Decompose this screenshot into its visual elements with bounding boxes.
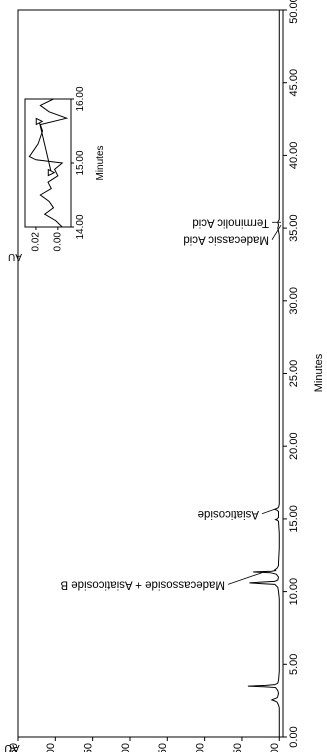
y-tick-label: 3.00 xyxy=(45,743,57,752)
inset-y-tick-label: 0.02 xyxy=(31,232,42,252)
x-tick-label: 15.00 xyxy=(288,505,300,533)
chromatogram-series xyxy=(247,10,280,737)
y-tick-label: 0.50 xyxy=(232,743,244,752)
inset-x-tick-label: 15.00 xyxy=(75,150,86,175)
x-tick-label: 45.00 xyxy=(288,69,300,97)
x-tick-label: 35.00 xyxy=(288,214,300,242)
y-tick-label: 2.50 xyxy=(83,743,95,752)
inset-frame xyxy=(24,98,72,228)
inset-x-tick-label: 16.00 xyxy=(75,86,86,111)
annotation-leader xyxy=(227,572,263,585)
y-tick-label: 0.00 xyxy=(269,743,281,752)
y-tick-label: 3.50 xyxy=(8,743,20,752)
x-tick-label: 5.00 xyxy=(288,654,300,675)
x-tick-label: 25.00 xyxy=(288,360,300,388)
inset-baseline-marker xyxy=(47,168,56,177)
inset-baseline xyxy=(38,121,52,173)
peak-annotations: Madecassoside + Asiaticoside B Asiaticosi… xyxy=(60,216,282,590)
inset-baseline-marker xyxy=(35,117,44,126)
peak-label: Asiaticoside xyxy=(198,508,259,520)
peak-label: Madecassoside + Asiaticoside B xyxy=(60,578,225,590)
inset-x-tick-label: 14.00 xyxy=(75,214,86,239)
main-plot: 0.00 5.00 10.00 15.00 20.00 25.00 30.00 35.00 40… xyxy=(4,0,325,752)
peak-label: Madecassic Acid xyxy=(183,234,269,246)
y-tick-label: 2.00 xyxy=(120,743,132,752)
inset-x-axis-ticks: 14.00 15.00 16.00 xyxy=(71,86,86,240)
inset-plot: 14.00 15.00 16.00 0.00 0.02 Minutes AU xyxy=(8,86,106,262)
y-axis-ticks: 0.00 0.50 1.00 1.50 2.00 2.50 3.00 3.50 xyxy=(8,737,281,752)
x-tick-label: 0.00 xyxy=(288,726,300,747)
x-tick-label: 10.00 xyxy=(288,578,300,606)
x-axis-ticks: 0.00 5.00 10.00 15.00 20.00 25.00 30.00 35.00 40… xyxy=(283,0,300,748)
annotation-leader xyxy=(271,224,282,240)
x-axis-title: Minutes xyxy=(313,353,325,392)
y-tick-label: 1.50 xyxy=(157,743,169,752)
annotation-leader xyxy=(261,508,277,515)
x-tick-label: 20.00 xyxy=(288,432,300,460)
y-axis-title: AU xyxy=(4,742,19,752)
inset-y-tick-label: 0.00 xyxy=(52,232,63,252)
x-tick-label: 30.00 xyxy=(288,287,300,315)
y-tick-label: 1.00 xyxy=(195,743,207,752)
x-tick-label: 40.00 xyxy=(288,142,300,170)
series-line xyxy=(247,10,280,737)
peak-label: Terminolic Acid xyxy=(192,216,269,228)
inset-series xyxy=(28,98,69,228)
inset-y-axis-title: AU xyxy=(8,251,22,262)
inset-y-axis-ticks: 0.00 0.02 xyxy=(31,227,63,252)
inset-x-axis-title: Minutes xyxy=(95,145,106,180)
x-tick-label: 50.00 xyxy=(288,0,300,24)
